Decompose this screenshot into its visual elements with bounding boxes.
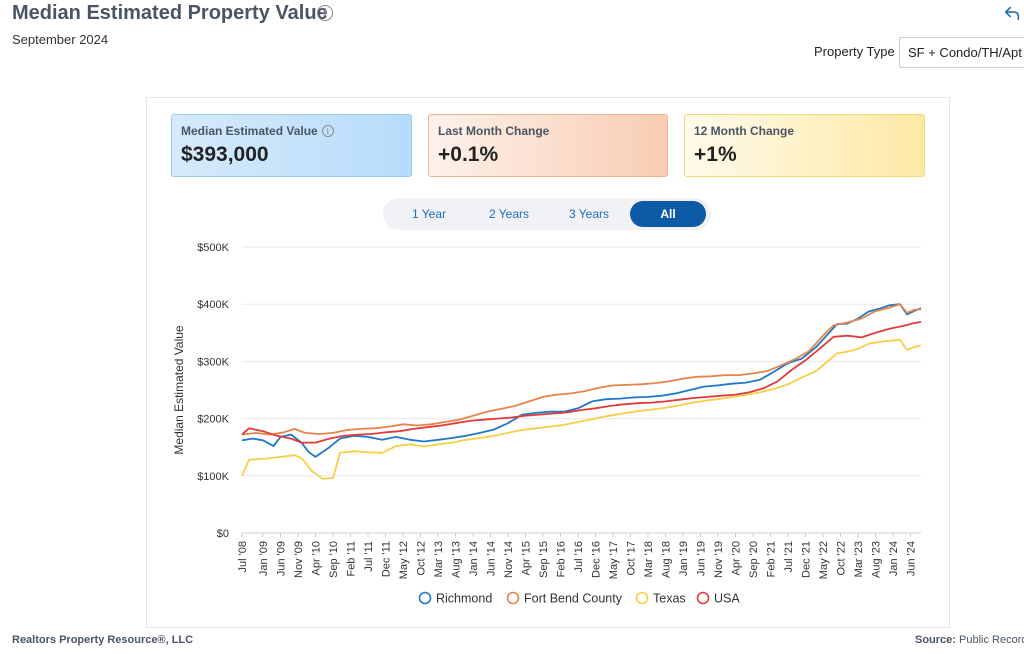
footer-source-label: Source:: [915, 634, 956, 646]
y-tick-label: $400K: [197, 299, 229, 311]
y-tick-label: $300K: [197, 356, 229, 368]
x-tick-label: Mar '13: [433, 541, 445, 577]
x-tick-label: Jan '24: [888, 541, 900, 576]
x-tick-label: Mar '18: [643, 541, 655, 577]
series-line-richmond: [241, 303, 922, 458]
page-subtitle: September 2024: [12, 32, 109, 47]
x-tick-label: Apr '20: [731, 541, 743, 576]
legend-label[interactable]: Texas: [653, 592, 686, 606]
x-tick-label: Jun '24: [906, 541, 918, 576]
footer-credit: Realtors Property Resource®, LLC: [12, 634, 194, 646]
tab-2-years[interactable]: 2 Years: [488, 207, 530, 221]
last-month-change-card: Last Month Change +0.1%: [428, 114, 668, 177]
property-type-label: Property Type: [814, 44, 895, 59]
x-tick-label: Apr '10: [311, 541, 323, 576]
x-tick-label: Jul '11: [363, 541, 375, 572]
median-value-info-icon[interactable]: i: [321, 125, 334, 137]
tab-3-years[interactable]: 3 Years: [568, 207, 610, 221]
series-line-texas: [241, 338, 922, 480]
x-tick-label: Dec '21: [801, 541, 813, 578]
info-icon[interactable]: i: [317, 5, 333, 21]
legend-label[interactable]: Richmond: [436, 592, 492, 606]
x-tick-label: Mar '23: [853, 541, 865, 577]
x-tick-label: Feb '11: [346, 541, 358, 577]
y-tick-label: $100K: [197, 471, 229, 483]
tab-1-year[interactable]: 1 Year: [411, 207, 447, 221]
x-tick-label: Jul '16: [573, 541, 585, 572]
y-tick-label: $500K: [197, 242, 229, 254]
x-tick-label: Apr '15: [521, 541, 533, 576]
footer-source: Source: Public Records: [915, 634, 1024, 646]
page-title: Median Estimated Property Value: [12, 2, 328, 24]
last-month-change-label: Last Month Change: [438, 124, 550, 138]
legend-marker[interactable]: [418, 591, 432, 605]
x-tick-label: Feb '16: [556, 541, 568, 577]
x-tick-label: Jul '08: [237, 541, 249, 572]
series-line-usa: [241, 321, 922, 444]
chart-panel: [146, 97, 950, 628]
median-value-card: Median Estimated Value i $393,000: [171, 114, 412, 177]
twelve-month-change-label: 12 Month Change: [694, 124, 795, 138]
median-value-label: Median Estimated Value: [181, 124, 318, 138]
x-tick-label: Jan '09: [258, 541, 270, 576]
share-icon[interactable]: [1003, 4, 1021, 22]
series-line-fort-bend-county: [241, 303, 922, 436]
y-tick-label: $200K: [197, 414, 229, 426]
x-tick-label: Jun '19: [696, 541, 708, 576]
x-tick-label: Jan '19: [678, 541, 690, 576]
x-tick-label: Sep '10: [328, 541, 340, 578]
x-tick-label: Sep '15: [538, 541, 550, 578]
median-value-card-header: Median Estimated Value i: [181, 124, 402, 138]
tab-all[interactable]: All: [630, 201, 706, 227]
x-tick-label: Nov '19: [713, 541, 725, 578]
property-type-select[interactable]: SF + Condo/TH/Apt: [899, 37, 1024, 68]
legend-marker[interactable]: [635, 591, 649, 605]
x-tick-label: May '22: [818, 541, 830, 579]
x-tick-label: May '17: [608, 541, 620, 579]
twelve-month-change-card: 12 Month Change +1%: [684, 114, 925, 177]
legend-label[interactable]: USA: [714, 592, 740, 606]
x-tick-label: Jun '09: [276, 541, 288, 576]
legend-marker[interactable]: [696, 591, 710, 605]
x-tick-label: May '12: [398, 541, 410, 579]
x-tick-label: Aug '13: [451, 541, 463, 578]
footer-source-value: Public Records: [959, 634, 1024, 646]
x-tick-label: Sep '20: [748, 541, 760, 578]
x-tick-label: Jan '14: [468, 541, 480, 576]
x-tick-label: Jun '14: [486, 541, 498, 576]
x-tick-label: Dec '11: [381, 541, 393, 577]
last-month-change-value: +0.1%: [438, 143, 499, 166]
x-tick-label: Oct '22: [836, 541, 848, 576]
x-tick-label: Jul '21: [783, 541, 795, 572]
y-tick-label: $0: [217, 528, 229, 540]
x-tick-label: Nov '14: [503, 541, 515, 578]
x-tick-label: Nov '09: [293, 541, 305, 578]
x-tick-label: Aug '18: [661, 541, 673, 578]
y-axis-label: Median Estimated Value: [172, 325, 186, 455]
x-tick-label: Feb '21: [766, 541, 778, 577]
legend-label[interactable]: Fort Bend County: [524, 592, 623, 606]
legend-marker[interactable]: [506, 591, 520, 605]
median-value-amount: $393,000: [181, 143, 269, 166]
time-range-tabs: 1 Year 2 Years 3 Years All: [383, 198, 711, 230]
x-tick-label: Aug '23: [871, 541, 883, 578]
twelve-month-change-value: +1%: [694, 143, 737, 166]
x-tick-label: Dec '16: [591, 541, 603, 578]
x-tick-label: Oct '17: [626, 541, 638, 576]
x-tick-label: Oct '12: [416, 541, 428, 576]
